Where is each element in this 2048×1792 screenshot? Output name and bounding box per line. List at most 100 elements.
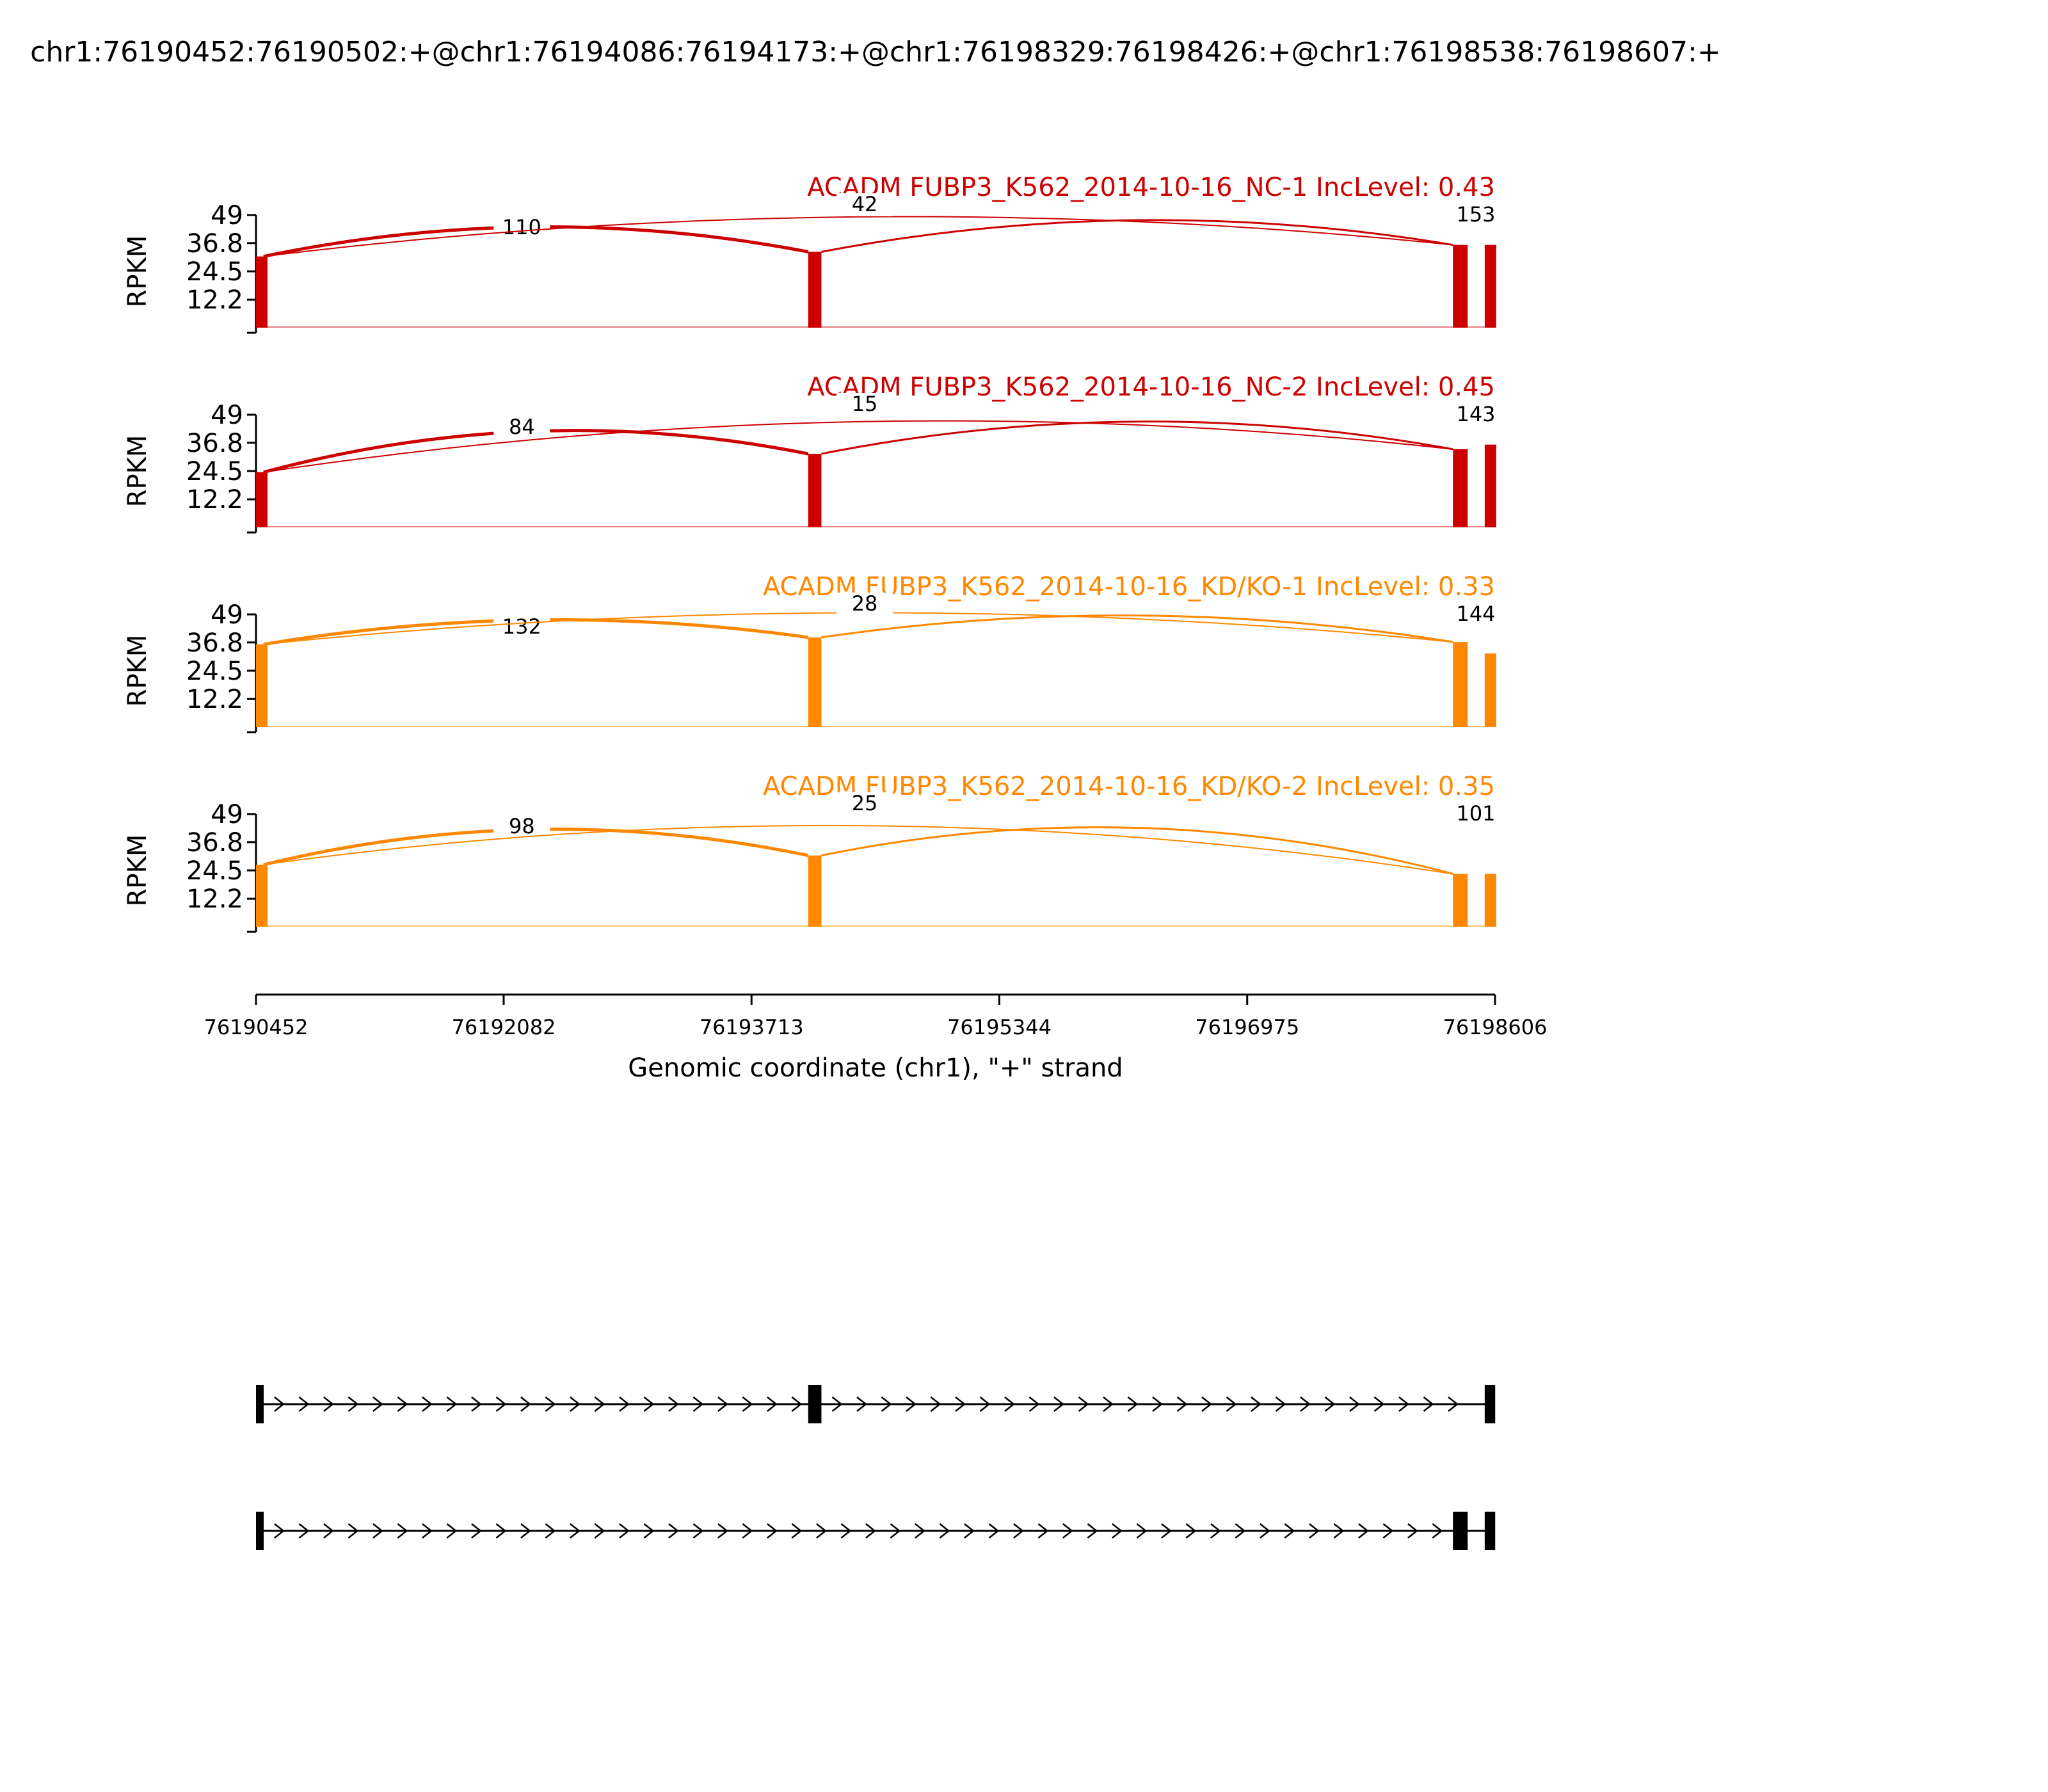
strand-arrow <box>1176 1396 1188 1412</box>
strand-arrow <box>471 1523 482 1539</box>
junction-arc <box>821 219 1453 253</box>
strand-arrow <box>964 1523 975 1539</box>
strand-arrow <box>323 1396 334 1412</box>
coverage-panel: ACADM FUBP3_K562_2014-10-16_NC-2 IncLeve… <box>123 372 1504 534</box>
strand-arrow <box>742 1523 753 1539</box>
y-tick-label: 24.5 <box>186 657 243 686</box>
strand-arrow <box>372 1523 383 1539</box>
strand-arrow <box>692 1396 704 1412</box>
junction-count-bg <box>1448 603 1504 626</box>
isoform-track <box>256 1385 1496 1550</box>
coverage-block <box>256 256 268 328</box>
coverage-block <box>1453 244 1468 328</box>
y-tick-label: 24.5 <box>186 257 243 287</box>
strand-arrow <box>1013 1523 1024 1539</box>
strand-arrow <box>791 1396 803 1412</box>
junction-count-bg <box>836 792 893 815</box>
x-axis: 76190452 76192082 76193713 76195344 76196975… <box>204 993 1548 1039</box>
y-tick-label: 12.2 <box>186 285 243 315</box>
strand-arrow <box>1112 1523 1123 1539</box>
strand-arrow <box>1127 1396 1139 1412</box>
strand-arrow <box>856 1396 868 1412</box>
strand-arrow <box>1448 1396 1459 1412</box>
strand-arrow <box>643 1396 655 1412</box>
coverage-block <box>256 644 268 727</box>
strand-arrow <box>422 1396 433 1412</box>
x-tick-label: 76196975 <box>1195 1015 1299 1039</box>
y-tick-label: 36.8 <box>186 828 243 858</box>
y-tick-label: 24.5 <box>186 856 243 886</box>
y-tick-label: 12.2 <box>186 485 243 515</box>
strand-arrow <box>767 1523 778 1539</box>
y-tick-label: 49 <box>211 201 243 230</box>
junction-count-bg <box>493 416 550 439</box>
strand-arrow <box>1324 1396 1336 1412</box>
coverage-block <box>808 454 822 527</box>
y-tick-label: 49 <box>211 600 243 630</box>
y-axis-label: RPKM <box>123 835 152 907</box>
coverage-block <box>1484 874 1496 927</box>
coverage-block <box>808 855 822 927</box>
junction-count-bg <box>493 216 550 239</box>
strand-arrow <box>1333 1523 1345 1539</box>
junction-arc <box>263 216 1453 257</box>
y-tick-label: 12.2 <box>186 685 243 714</box>
strand-arrow <box>791 1523 803 1539</box>
coverage-block <box>1484 653 1496 727</box>
junction-count-bg <box>836 193 893 216</box>
x-tick-label: 76193713 <box>700 1015 804 1039</box>
strand-arrow <box>1103 1396 1114 1412</box>
coverage-block <box>808 637 822 727</box>
strand-arrow <box>1251 1396 1262 1412</box>
junction-count-bg <box>836 593 893 616</box>
y-tick-label: 36.8 <box>186 429 243 458</box>
coverage-block <box>1453 874 1468 927</box>
coverage-panel: ACADM FUBP3_K562_2014-10-16_KD/KO-1 IncL… <box>123 572 1504 733</box>
strand-arrow <box>1062 1523 1073 1539</box>
strand-arrow <box>816 1523 827 1539</box>
strand-arrow <box>545 1396 556 1412</box>
x-tick-label: 76198606 <box>1443 1015 1548 1039</box>
strand-arrow <box>1275 1396 1286 1412</box>
y-tick-label: 36.8 <box>186 628 243 658</box>
strand-arrow <box>422 1523 433 1539</box>
strand-arrow <box>1398 1396 1410 1412</box>
strand-arrow <box>1407 1523 1418 1539</box>
strand-arrow <box>890 1523 901 1539</box>
strand-arrow <box>348 1396 359 1412</box>
strand-arrow <box>906 1396 917 1412</box>
strand-arrow <box>1037 1523 1049 1539</box>
x-axis-label: Genomic coordinate (chr1), "+" strand <box>628 1053 1123 1083</box>
strand-arrow <box>298 1396 310 1412</box>
strand-arrow <box>1004 1396 1016 1412</box>
coverage-block <box>1484 244 1496 328</box>
strand-arrow <box>1078 1396 1089 1412</box>
strand-arrow <box>717 1523 728 1539</box>
exon-block <box>1484 1512 1496 1550</box>
junction-count-bg <box>1448 403 1504 426</box>
coverage-panels: ACADM FUBP3_K562_2014-10-16_NC-1 IncLeve… <box>123 173 1504 933</box>
strand-arrow <box>397 1396 408 1412</box>
y-tick-label: 49 <box>211 401 243 430</box>
junction-count: 153 <box>1456 202 1495 227</box>
strand-arrow <box>692 1523 704 1539</box>
strand-arrow <box>619 1396 630 1412</box>
junction-count: 101 <box>1456 801 1495 826</box>
strand-arrow <box>668 1523 679 1539</box>
junction-count: 25 <box>852 791 878 815</box>
strand-arrow <box>915 1523 925 1539</box>
exon-block <box>256 1512 264 1550</box>
y-axis-label: RPKM <box>123 236 152 308</box>
strand-arrow <box>668 1396 679 1412</box>
x-tick-label: 76192082 <box>452 1015 556 1039</box>
strand-arrow <box>1300 1396 1311 1412</box>
strand-arrow <box>955 1396 966 1412</box>
panel-label: ACADM FUBP3_K562_2014-10-16_NC-2 IncLeve… <box>807 372 1495 402</box>
strand-arrow <box>1226 1396 1237 1412</box>
coverage-block <box>256 472 268 527</box>
strand-arrow <box>471 1396 482 1412</box>
strand-arrow <box>348 1523 359 1539</box>
coverage-panel: ACADM FUBP3_K562_2014-10-16_KD/KO-2 IncL… <box>123 772 1504 933</box>
strand-arrow <box>1028 1396 1040 1412</box>
